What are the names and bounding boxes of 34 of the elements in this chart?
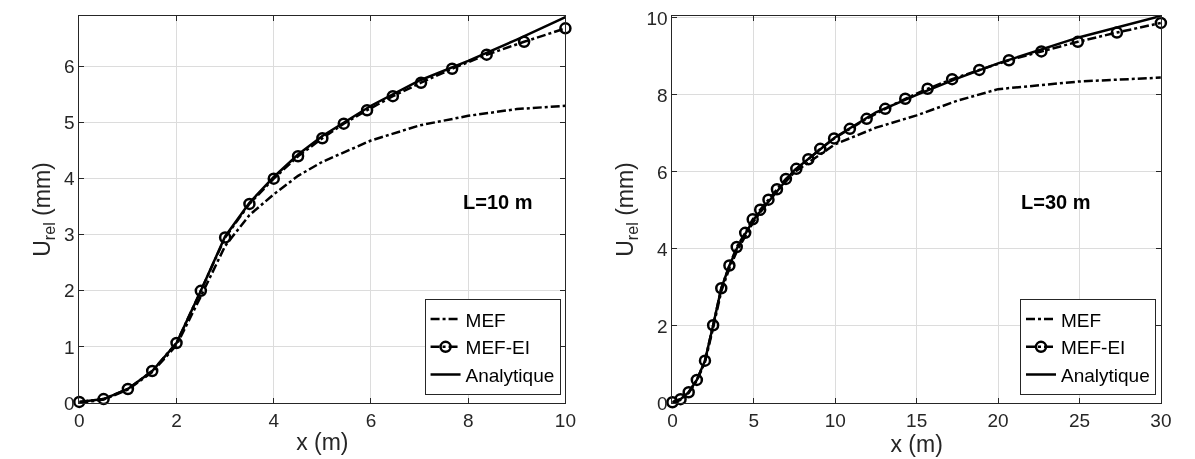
annotation: L=10 m xyxy=(463,191,533,213)
y-tick-label: 10 xyxy=(646,7,668,29)
x-tick-label: 25 xyxy=(1068,409,1091,431)
legend-label: MEF xyxy=(1061,309,1102,331)
y-tick-label: 6 xyxy=(63,56,75,78)
x-tick-label: 20 xyxy=(987,409,1009,431)
legend-label: MEF-EI xyxy=(1061,337,1126,359)
x-tick-label: 6 xyxy=(365,409,377,431)
x-tick-label: 15 xyxy=(906,409,928,431)
x-axis-title: x (m) xyxy=(890,430,943,457)
y-tick-label: 0 xyxy=(63,392,75,414)
y-tick-label: 2 xyxy=(657,315,668,337)
y-tick-label: 0 xyxy=(657,392,668,414)
x-axis-title: x (m) xyxy=(296,429,349,456)
y-tick-label: 4 xyxy=(657,238,669,260)
y-tick-label: 4 xyxy=(63,168,75,190)
y-tick-label: 2 xyxy=(63,280,75,302)
y-tick-label: 5 xyxy=(63,112,75,134)
y-tick-label: 8 xyxy=(657,84,668,106)
y-tick-label: 6 xyxy=(657,161,668,183)
x-tick-label: 4 xyxy=(268,409,280,431)
y-tick-label: 1 xyxy=(63,336,75,358)
legend-label: Analytique xyxy=(465,364,555,386)
x-tick-label: 10 xyxy=(554,409,576,431)
legend-label: MEF-EI xyxy=(465,337,530,359)
legend-label: Analytique xyxy=(1061,364,1150,386)
x-tick-label: 8 xyxy=(462,409,474,431)
x-tick-label: 10 xyxy=(824,409,846,431)
x-tick-label: 2 xyxy=(171,409,182,431)
y-tick-label: 3 xyxy=(63,224,75,246)
x-tick-label: 30 xyxy=(1150,409,1172,431)
legend-label: MEF xyxy=(465,309,506,331)
x-tick-label: 5 xyxy=(748,409,760,431)
annotation: L=30 m xyxy=(1021,191,1091,213)
